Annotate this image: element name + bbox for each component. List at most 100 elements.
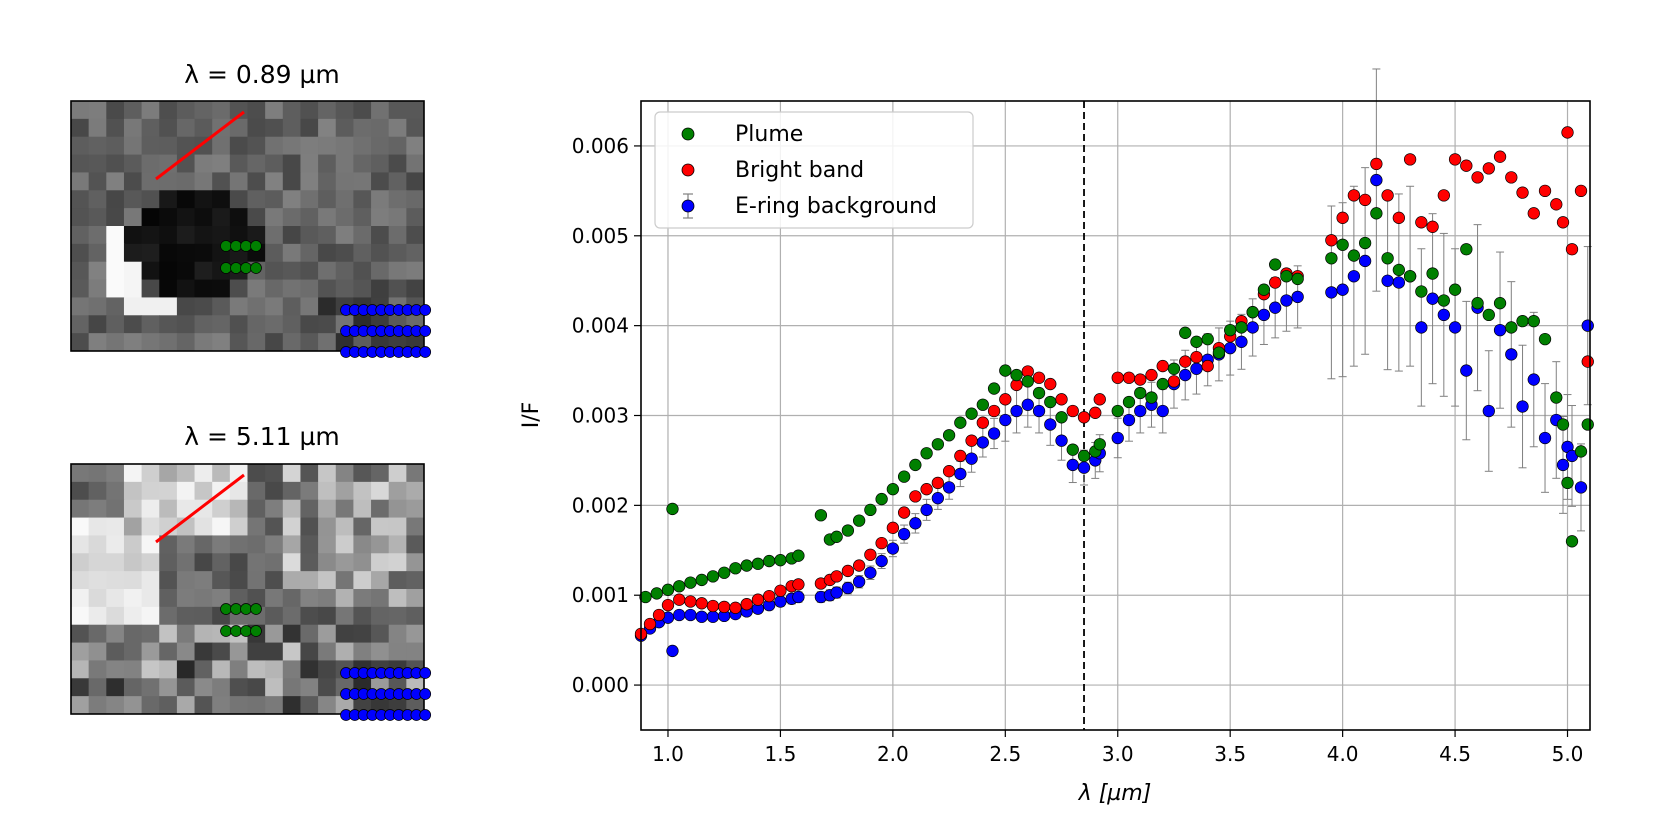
image-pixel (318, 606, 337, 626)
data-point-bright (718, 600, 731, 614)
image-pixel (106, 101, 125, 120)
data-point-bright (999, 393, 1012, 406)
image-pixel (212, 517, 231, 536)
data-point-bright (864, 548, 877, 561)
data-point-background (1482, 404, 1495, 418)
image-pixel (247, 481, 266, 501)
data-point-bright (1269, 276, 1282, 289)
data-point-bright (1581, 355, 1594, 368)
data-point-plume (875, 492, 888, 506)
data-point-bright (976, 416, 989, 429)
image-pixel (88, 589, 107, 608)
image-pixel (247, 660, 266, 679)
image-pixel (229, 517, 248, 536)
data-point-bright (763, 589, 776, 603)
image-pixel (318, 243, 337, 263)
image-pixel (159, 315, 178, 334)
image-pixel (106, 535, 125, 554)
data-point-plume (1111, 404, 1124, 418)
legend: Plume Bright band E-ring background (654, 111, 974, 229)
image-pixel (212, 190, 231, 209)
data-point-background (1493, 323, 1507, 337)
data-point-plume (1269, 258, 1282, 271)
data-point-bright (987, 404, 1001, 418)
data-point-bright (1437, 189, 1450, 202)
image-pixel (300, 172, 319, 191)
image-pixel (406, 333, 425, 352)
image-pixel (353, 481, 372, 501)
image-pixel (300, 535, 319, 554)
image-pixel (353, 333, 372, 352)
image-pixel (265, 333, 284, 352)
data-point-plume (841, 524, 855, 537)
image-pixel (88, 315, 107, 334)
image-pixel (300, 553, 319, 572)
data-point-bright (695, 597, 708, 610)
image-pixel (406, 624, 425, 644)
data-point-plume (1505, 321, 1518, 334)
spectrum-chart: 1.0 1.5 2.0 2.5 3.0 3.5 4.0 4.5 5.0 0.0000.0010.… (519, 68, 1594, 806)
image-pixel (353, 589, 372, 608)
data-point-background (1358, 254, 1372, 268)
data-point-plume (1403, 270, 1417, 283)
image-pixel (71, 517, 90, 536)
image-pixel (159, 261, 178, 281)
image-pixel (265, 642, 284, 661)
data-point-background (1336, 283, 1349, 296)
image-pixel (123, 172, 143, 191)
data-point-plume (954, 416, 967, 429)
data-point-bright (886, 521, 900, 534)
image-pixel (371, 624, 390, 644)
data-point-plume (830, 530, 843, 543)
image-pixel (176, 642, 196, 661)
image-pixel (194, 136, 213, 156)
data-point-plume (1561, 476, 1574, 490)
image-pixel (141, 261, 160, 281)
image-pixel (318, 172, 337, 191)
image-pixel (265, 243, 284, 263)
image-pixel (176, 297, 196, 316)
image-pixel (247, 154, 266, 173)
data-point-background (1460, 364, 1473, 377)
image-pixel (159, 226, 178, 245)
image-pixel (123, 696, 143, 715)
image-pixel (123, 208, 143, 227)
data-point-background (1032, 404, 1046, 418)
data-point-plume (1010, 368, 1023, 382)
data-point-plume (1358, 236, 1372, 250)
data-point-plume (1280, 270, 1293, 283)
image-pixel (71, 315, 90, 334)
image-pixel (194, 154, 213, 173)
image-pixel (88, 535, 107, 554)
data-point-background (931, 492, 944, 505)
legend-item-background: E-ring background (681, 193, 937, 219)
image-pixel (159, 624, 178, 644)
image-pixel (141, 464, 160, 483)
image-pixel (335, 190, 354, 209)
image-pixel (194, 696, 213, 715)
x-tick-label: 3.5 (1214, 742, 1246, 766)
image-pixel (282, 553, 301, 572)
legend-item-bright-band: Bright band (681, 158, 864, 183)
image-pixel (71, 535, 90, 554)
image-pixel (123, 190, 143, 209)
image-pixel (88, 101, 107, 120)
image-pixel (88, 333, 107, 352)
data-point-bright (684, 595, 697, 608)
image-pixel (371, 333, 390, 352)
image-pixel (176, 535, 196, 554)
data-point-bright (1156, 359, 1169, 373)
data-point-background (1224, 341, 1237, 355)
image-pixel (229, 464, 248, 483)
data-point-plume (673, 580, 686, 593)
image-pixel (212, 333, 231, 352)
data-point-bright (1358, 193, 1372, 206)
image-pixel (71, 464, 90, 483)
image-pixel (265, 208, 284, 227)
image-pixel (371, 589, 390, 608)
plume-marker (220, 625, 232, 637)
image-pixel (123, 297, 143, 316)
image-pixel (371, 172, 390, 191)
image-pixel (176, 172, 196, 191)
image-pixel (388, 261, 407, 281)
